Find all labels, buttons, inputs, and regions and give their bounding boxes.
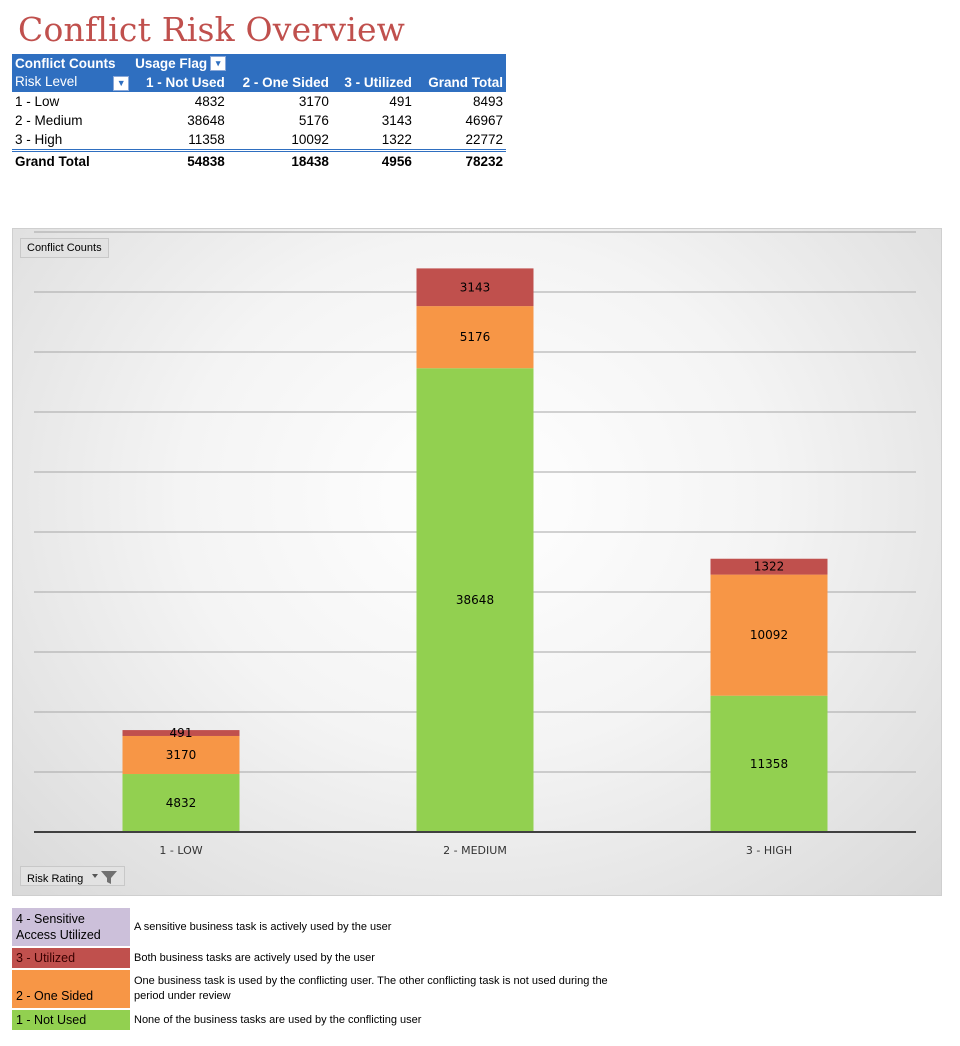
pivot-col-header[interactable]: 3 - Utilized xyxy=(332,73,415,92)
pivot-row-label[interactable]: 1 - Low xyxy=(12,92,132,111)
axis-field-label: Risk Rating xyxy=(27,873,83,885)
legend-swatch: 3 - Utilized xyxy=(12,948,130,968)
pivot-cell[interactable]: 46967 xyxy=(415,111,506,130)
pivot-cell[interactable]: 4832 xyxy=(132,92,228,111)
pivot-cell[interactable]: 10092 xyxy=(228,130,332,151)
pivot-row: 3 - High 11358 10092 1322 22772 xyxy=(12,130,506,151)
values-field-button[interactable]: Conflict Counts xyxy=(20,238,109,258)
data-label: 5176 xyxy=(460,330,491,344)
pivot-total-label[interactable]: Grand Total xyxy=(12,151,132,172)
stacked-bar-chart: 4832 3170 491 1 - LOW 38648 5176 3143 2 - MEDIU… xyxy=(12,228,942,896)
pivot-total-cell[interactable]: 78232 xyxy=(415,151,506,172)
chart-area: 4832 3170 491 1 - LOW 38648 5176 3143 2 - MEDIU… xyxy=(12,228,942,896)
legend-item: 3 - Utilized Both business tasks are act… xyxy=(12,948,614,968)
legend-description: A sensitive business task is actively us… xyxy=(130,920,614,935)
page-title: Conflict Risk Overview xyxy=(18,10,405,49)
pivot-cell[interactable]: 491 xyxy=(332,92,415,111)
x-tick-label: 2 - MEDIUM xyxy=(443,844,507,857)
pivot-cell[interactable]: 11358 xyxy=(132,130,228,151)
data-label: 4832 xyxy=(166,796,197,810)
filter-icon[interactable] xyxy=(92,869,118,889)
pivot-row: 2 - Medium 38648 5176 3143 46967 xyxy=(12,111,506,130)
legend-item: 2 - One Sided One business task is used … xyxy=(12,970,614,1008)
pivot-cell[interactable]: 38648 xyxy=(132,111,228,130)
data-label: 3143 xyxy=(460,280,491,294)
usage-flag-field: Usage Flag xyxy=(135,56,207,71)
pivot-table: Conflict Counts Usage Flag ▾ Risk Level ▼… xyxy=(12,54,506,171)
data-label: 10092 xyxy=(750,628,788,642)
pivot-cell[interactable]: 1322 xyxy=(332,130,415,151)
pivot-cell[interactable]: 3170 xyxy=(228,92,332,111)
legend-description: Both business tasks are actively used by… xyxy=(130,951,614,966)
risk-level-filter-icon[interactable]: ▼ xyxy=(113,76,129,91)
legend-swatch: 2 - One Sided xyxy=(12,970,130,1008)
pivot-cell[interactable]: 5176 xyxy=(228,111,332,130)
data-label: 11358 xyxy=(750,757,788,771)
pivot-total-cell[interactable]: 18438 xyxy=(228,151,332,172)
legend-description: One business task is used by the conflic… xyxy=(130,974,614,1004)
pivot-col-header[interactable]: 2 - One Sided xyxy=(228,73,332,92)
pivot-cell[interactable]: 8493 xyxy=(415,92,506,111)
x-tick-label: 3 - HIGH xyxy=(746,844,792,857)
data-label: 3170 xyxy=(166,748,197,762)
pivot-cell[interactable]: 3143 xyxy=(332,111,415,130)
pivot-total-row: Grand Total 54838 18438 4956 78232 xyxy=(12,151,506,172)
usage-flag-filter-icon[interactable]: ▾ xyxy=(210,56,226,71)
x-tick-label: 1 - LOW xyxy=(159,844,202,857)
data-label: 38648 xyxy=(456,593,494,607)
pivot-row-label[interactable]: 3 - High xyxy=(12,130,132,151)
legend-description: None of the business tasks are used by t… xyxy=(130,1013,614,1028)
legend-item: 4 - Sensitive Access Utilized A sensitiv… xyxy=(12,908,614,946)
legend-swatch: 4 - Sensitive Access Utilized xyxy=(12,908,130,946)
pivot-col-header[interactable]: 1 - Not Used xyxy=(132,73,228,92)
risk-level-field: Risk Level xyxy=(15,74,77,89)
data-label: 491 xyxy=(170,726,193,740)
pivot-total-cell[interactable]: 4956 xyxy=(332,151,415,172)
axis-field-button[interactable]: Risk Rating xyxy=(20,866,125,886)
pivot-col-header[interactable]: Grand Total xyxy=(415,73,506,92)
pivot-total-cell[interactable]: 54838 xyxy=(132,151,228,172)
pivot-row-label[interactable]: 2 - Medium xyxy=(12,111,132,130)
pivot-corner-label: Conflict Counts xyxy=(12,54,132,73)
pivot-cell[interactable]: 22772 xyxy=(415,130,506,151)
legend-item: 1 - Not Used None of the business tasks … xyxy=(12,1010,614,1030)
data-label: 1322 xyxy=(754,560,785,574)
pivot-row: 1 - Low 4832 3170 491 8493 xyxy=(12,92,506,111)
legend-swatch: 1 - Not Used xyxy=(12,1010,130,1030)
